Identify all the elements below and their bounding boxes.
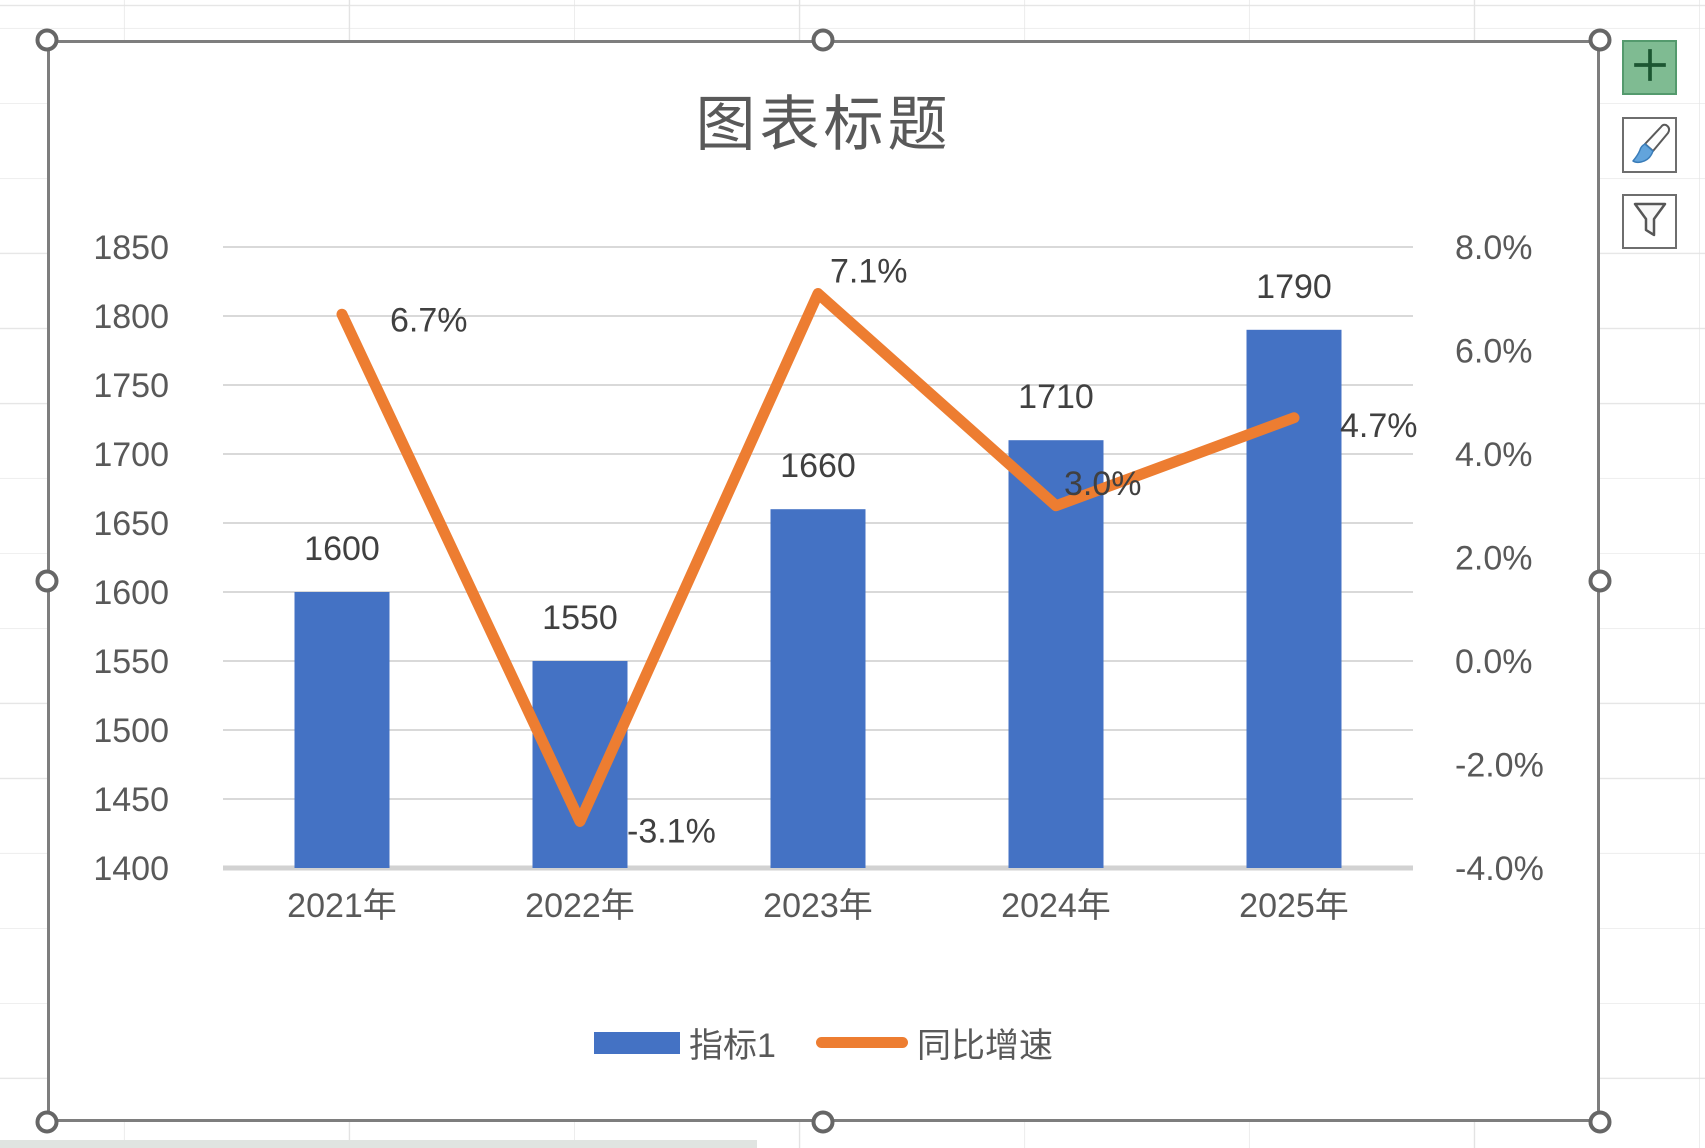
selection-handle-bottom-left[interactable] bbox=[35, 1110, 59, 1134]
left-axis-tick[interactable]: 1700 bbox=[93, 436, 169, 474]
left-axis-tick[interactable]: 1800 bbox=[93, 298, 169, 336]
right-axis-tick[interactable]: -4.0% bbox=[1455, 850, 1544, 888]
right-axis-tick[interactable]: -2.0% bbox=[1455, 747, 1544, 785]
legend-bar-swatch bbox=[594, 1031, 681, 1054]
combo-chart-plot: 1600 1550 1660 1710 1790 6.7% -3.1% 7.1% 3.0% 4.7… bbox=[93, 229, 1544, 925]
bar-data-label[interactable]: 1600 bbox=[304, 530, 380, 568]
growth-line[interactable] bbox=[336, 288, 1300, 827]
left-axis-tick[interactable]: 1450 bbox=[93, 781, 169, 819]
sheet-bottom-strip bbox=[0, 1140, 757, 1148]
chart-area[interactable]: 图表标题 1600 1550 1660 1710 1790 6.7% -3.1% 7.1% 3.… bbox=[47, 40, 1600, 1122]
selection-handle-middle-left[interactable] bbox=[35, 569, 59, 593]
chart-title[interactable]: 图表标题 bbox=[695, 91, 952, 158]
left-axis-tick[interactable]: 1750 bbox=[93, 367, 169, 405]
line-data-label[interactable]: 3.0% bbox=[1064, 465, 1142, 503]
line-data-label[interactable]: 7.1% bbox=[830, 253, 908, 291]
line-data-label[interactable]: -3.1% bbox=[627, 812, 716, 850]
bar-data-label[interactable]: 1550 bbox=[542, 599, 618, 637]
right-axis-tick[interactable]: 4.0% bbox=[1455, 436, 1533, 474]
line-data-label[interactable]: 4.7% bbox=[1340, 407, 1418, 445]
right-axis-tick[interactable]: 6.0% bbox=[1455, 333, 1533, 371]
right-axis-tick[interactable]: 8.0% bbox=[1455, 229, 1533, 267]
x-axis-tick[interactable]: 2021年 bbox=[287, 887, 397, 925]
selection-handle-top-center[interactable] bbox=[811, 28, 835, 52]
x-axis-tick[interactable]: 2024年 bbox=[1001, 887, 1111, 925]
chart-filters-button[interactable] bbox=[1622, 194, 1677, 249]
legend-item-bars[interactable]: 指标1 bbox=[594, 1018, 776, 1067]
right-axis-tick[interactable]: 0.0% bbox=[1455, 643, 1533, 681]
selection-handle-top-right[interactable] bbox=[1588, 28, 1612, 52]
left-axis-tick[interactable]: 1550 bbox=[93, 643, 169, 681]
x-axis-tick[interactable]: 2022年 bbox=[525, 887, 635, 925]
legend-label: 指标1 bbox=[689, 1027, 776, 1065]
plus-icon bbox=[1631, 46, 1669, 89]
legend-line-swatch bbox=[815, 1037, 908, 1048]
bar-data-label[interactable]: 1660 bbox=[780, 447, 856, 485]
funnel-icon bbox=[1628, 197, 1672, 246]
bar-data-label[interactable]: 1790 bbox=[1256, 268, 1332, 306]
left-axis-tick[interactable]: 1850 bbox=[93, 229, 169, 267]
selection-handle-bottom-right[interactable] bbox=[1588, 1110, 1612, 1134]
line-data-label[interactable]: 6.7% bbox=[390, 301, 468, 339]
bar-2021[interactable] bbox=[294, 592, 390, 868]
bar-2023[interactable] bbox=[770, 509, 866, 868]
selection-handle-bottom-center[interactable] bbox=[811, 1110, 835, 1134]
left-axis-tick[interactable]: 1400 bbox=[93, 850, 169, 888]
chart-legend: 指标1 同比增速 bbox=[47, 1010, 1600, 1075]
selection-handle-top-left[interactable] bbox=[35, 28, 59, 52]
chart-elements-button[interactable] bbox=[1622, 40, 1677, 95]
left-axis-tick[interactable]: 1500 bbox=[93, 712, 169, 750]
bar-2024[interactable] bbox=[1008, 440, 1104, 868]
left-axis-tick[interactable]: 1650 bbox=[93, 505, 169, 543]
right-axis-tick[interactable]: 2.0% bbox=[1455, 540, 1533, 578]
left-axis-tick[interactable]: 1600 bbox=[93, 574, 169, 612]
selection-handle-middle-right[interactable] bbox=[1588, 569, 1612, 593]
bar-2022[interactable] bbox=[532, 661, 628, 868]
bar-data-label[interactable]: 1710 bbox=[1018, 378, 1094, 416]
x-axis-tick[interactable]: 2025年 bbox=[1239, 887, 1349, 925]
chart-styles-button[interactable] bbox=[1622, 117, 1677, 173]
bar-2025[interactable] bbox=[1246, 329, 1342, 868]
paintbrush-icon bbox=[1628, 121, 1672, 170]
x-axis-tick[interactable]: 2023年 bbox=[763, 887, 873, 925]
legend-label: 同比增速 bbox=[916, 1027, 1053, 1065]
legend-item-line[interactable]: 同比增速 bbox=[815, 1018, 1053, 1067]
